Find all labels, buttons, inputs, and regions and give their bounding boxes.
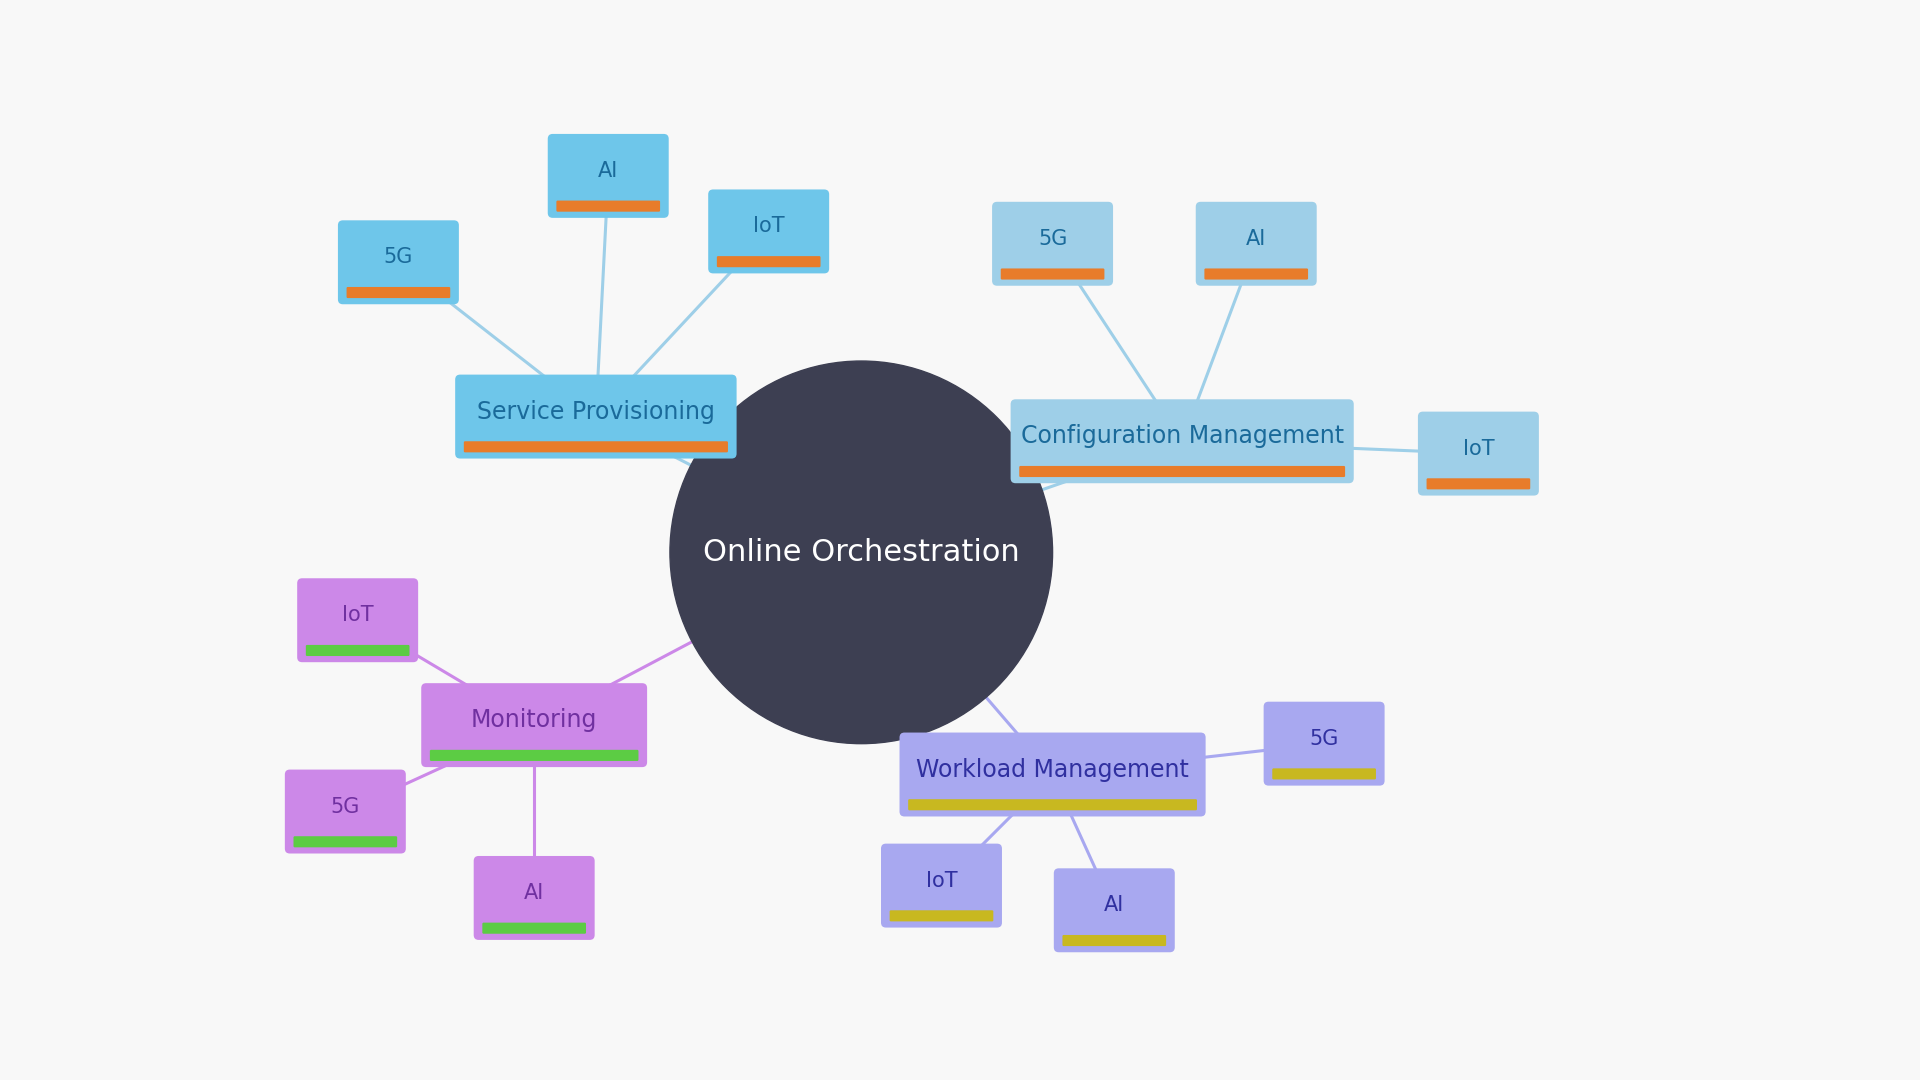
Text: IoT: IoT — [342, 605, 374, 625]
Text: Monitoring: Monitoring — [470, 708, 597, 732]
FancyBboxPatch shape — [294, 836, 397, 848]
FancyBboxPatch shape — [1196, 202, 1317, 286]
FancyBboxPatch shape — [716, 256, 820, 267]
FancyBboxPatch shape — [465, 442, 728, 453]
FancyBboxPatch shape — [305, 645, 409, 656]
FancyBboxPatch shape — [1062, 935, 1165, 946]
FancyBboxPatch shape — [430, 750, 639, 761]
FancyBboxPatch shape — [889, 910, 993, 921]
Text: IoT: IoT — [925, 870, 958, 891]
FancyBboxPatch shape — [557, 201, 660, 212]
FancyBboxPatch shape — [547, 134, 668, 218]
FancyBboxPatch shape — [1010, 400, 1354, 483]
Text: IoT: IoT — [753, 216, 785, 237]
FancyBboxPatch shape — [346, 287, 449, 298]
Text: AI: AI — [1104, 895, 1125, 916]
Text: IoT: IoT — [1463, 438, 1494, 459]
FancyBboxPatch shape — [298, 578, 419, 662]
Text: Service Provisioning: Service Provisioning — [476, 400, 714, 423]
FancyBboxPatch shape — [908, 799, 1196, 810]
FancyBboxPatch shape — [1263, 702, 1384, 785]
FancyBboxPatch shape — [1417, 411, 1540, 496]
FancyBboxPatch shape — [1273, 768, 1377, 780]
FancyBboxPatch shape — [899, 732, 1206, 816]
FancyBboxPatch shape — [1020, 465, 1346, 477]
FancyBboxPatch shape — [284, 770, 405, 853]
Text: Configuration Management: Configuration Management — [1021, 424, 1344, 448]
FancyBboxPatch shape — [1427, 478, 1530, 489]
FancyBboxPatch shape — [881, 843, 1002, 928]
FancyBboxPatch shape — [420, 684, 647, 767]
FancyBboxPatch shape — [482, 922, 586, 934]
Text: AI: AI — [1246, 229, 1267, 248]
FancyBboxPatch shape — [474, 856, 595, 940]
FancyBboxPatch shape — [993, 202, 1114, 286]
Text: Workload Management: Workload Management — [916, 757, 1188, 782]
Text: 5G: 5G — [1309, 729, 1338, 748]
FancyBboxPatch shape — [1204, 269, 1308, 280]
Text: 5G: 5G — [1039, 229, 1068, 248]
Text: Online Orchestration: Online Orchestration — [703, 538, 1020, 567]
FancyBboxPatch shape — [455, 375, 737, 459]
FancyBboxPatch shape — [1000, 269, 1104, 280]
FancyBboxPatch shape — [338, 220, 459, 305]
Text: 5G: 5G — [384, 247, 413, 268]
Text: 5G: 5G — [330, 797, 361, 816]
FancyBboxPatch shape — [708, 189, 829, 273]
Text: AI: AI — [599, 161, 618, 181]
Text: AI: AI — [524, 883, 543, 903]
FancyBboxPatch shape — [1054, 868, 1175, 953]
Circle shape — [670, 361, 1052, 744]
